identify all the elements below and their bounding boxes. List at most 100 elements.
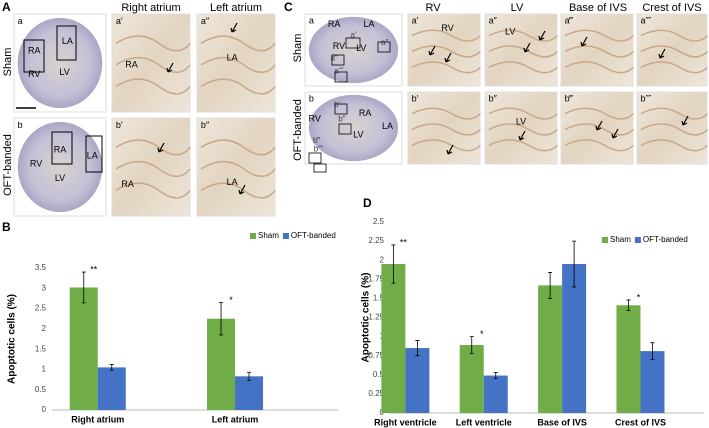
image-label: a xyxy=(18,16,23,26)
error-bar xyxy=(469,336,474,354)
tissue-fold xyxy=(640,29,709,42)
image-label: RV xyxy=(333,41,345,51)
heart-section xyxy=(17,17,103,109)
y-tick-label: 1.5 xyxy=(35,344,47,353)
row-label: Sham xyxy=(292,34,304,63)
arrow xyxy=(538,30,546,41)
image-label: a″ xyxy=(201,16,210,26)
roi-box xyxy=(51,131,73,165)
x-tick-label: Base of IVS xyxy=(537,417,587,427)
image-label: LA xyxy=(382,121,393,131)
image-label: a″ xyxy=(489,16,498,26)
image-label: LV xyxy=(505,26,515,36)
arrow xyxy=(166,62,174,73)
roi-box xyxy=(331,54,345,66)
column-header: RV xyxy=(425,2,441,14)
micrograph xyxy=(111,13,191,113)
arrow xyxy=(428,45,436,56)
row-label: Sham xyxy=(2,48,14,77)
arrow xyxy=(658,48,666,59)
roi-box xyxy=(85,135,103,173)
arrow xyxy=(238,184,246,195)
micrograph xyxy=(560,13,634,87)
panel-letter: B xyxy=(2,220,11,234)
tissue-fold xyxy=(115,160,191,178)
error-bar xyxy=(626,299,631,312)
y-tick-label: 3.5 xyxy=(35,263,47,272)
image-label: RV xyxy=(309,114,321,124)
x-tick-label: Left ventricle xyxy=(456,417,512,427)
y-tick-label: 2.5 xyxy=(373,217,385,226)
tissue-fold xyxy=(640,139,709,152)
heart-section xyxy=(308,94,399,162)
micrograph xyxy=(484,91,558,165)
arrow xyxy=(681,115,689,126)
y-tick-label: 0.5 xyxy=(35,385,47,394)
tissue-fold xyxy=(488,123,558,136)
image-label: a′ xyxy=(412,16,419,26)
tissue-fold xyxy=(564,107,634,120)
micrograph xyxy=(484,13,558,87)
micrograph xyxy=(111,117,191,217)
arrow xyxy=(595,120,603,131)
significance: ** xyxy=(90,264,98,274)
y-axis-title: Apoptotic cells (%) xyxy=(7,294,18,384)
y-tick-label: 2.5 xyxy=(35,304,47,313)
bar xyxy=(483,375,508,413)
image-label: LA xyxy=(227,52,238,62)
significance: * xyxy=(480,329,484,339)
tissue-fold xyxy=(115,35,191,52)
x-tick-label: Left atrium xyxy=(212,414,259,424)
tissue-fold xyxy=(200,78,276,95)
y-tick-label: 2 xyxy=(42,324,47,333)
arrow xyxy=(446,144,454,155)
y-tick-label: 0.25 xyxy=(368,389,384,398)
micrograph xyxy=(196,13,276,113)
tissue-fold xyxy=(411,29,481,42)
tissue-fold xyxy=(488,29,558,42)
error-bar xyxy=(415,340,420,357)
panel-letter: A xyxy=(2,0,11,14)
image-label: LV xyxy=(353,130,363,140)
tissue-fold xyxy=(640,123,709,136)
tissue-fold xyxy=(200,182,276,199)
tissue-fold xyxy=(564,61,634,74)
tissue-fold xyxy=(564,123,634,136)
tissue-fold xyxy=(115,56,191,74)
tissue-fold xyxy=(411,139,481,152)
image-label: LA xyxy=(62,36,73,46)
roi-box xyxy=(56,25,77,61)
bar xyxy=(616,305,641,413)
tissue-fold xyxy=(488,45,558,58)
tissue-fold xyxy=(488,61,558,74)
image-label: RA xyxy=(28,46,41,56)
legend-swatch xyxy=(602,237,608,243)
x-tick-label: Right ventricle xyxy=(374,417,437,427)
significance: ** xyxy=(400,237,408,247)
image-label: b⁗ xyxy=(641,94,652,104)
image-label: LV xyxy=(59,67,69,77)
tissue-fold xyxy=(411,61,481,74)
error-bar xyxy=(81,271,86,304)
bar xyxy=(235,376,264,410)
tissue-fold xyxy=(115,182,191,199)
y-tick-label: 1 xyxy=(42,365,47,374)
legend-swatch xyxy=(250,233,256,239)
image-label: a‴ xyxy=(330,54,337,63)
roi-box xyxy=(377,41,391,53)
row-label: OFT-banded xyxy=(2,134,14,196)
heart-section xyxy=(308,16,399,84)
error-bar xyxy=(572,240,577,288)
image-label: a⁗ xyxy=(641,16,652,26)
y-tick-label: 0.75 xyxy=(368,351,384,360)
micrograph xyxy=(636,13,708,87)
error-bar xyxy=(247,371,252,381)
image-label: LV xyxy=(55,173,65,183)
image-label: RA xyxy=(125,59,138,69)
image-label: b′ xyxy=(334,100,340,109)
roi-box xyxy=(334,103,348,115)
error-bar xyxy=(548,272,553,299)
tissue-fold xyxy=(200,56,276,74)
tissue-fold xyxy=(640,107,709,120)
image-label: a′ xyxy=(116,16,123,26)
